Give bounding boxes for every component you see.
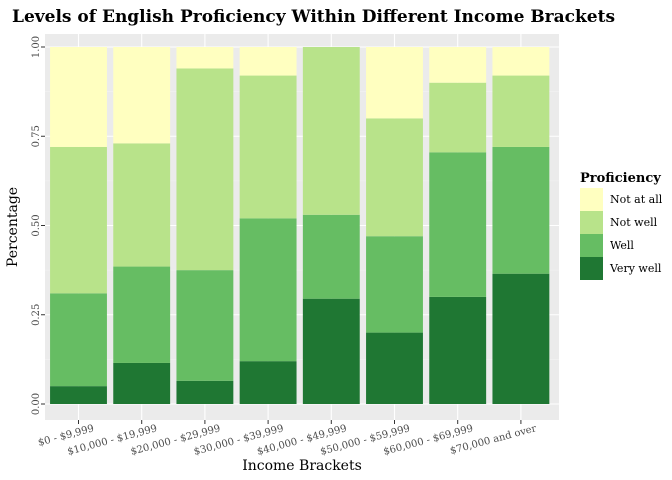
- bar-segment-well: [113, 266, 171, 363]
- y-tick-label: 0.75: [31, 125, 42, 147]
- bar-segment-well: [429, 152, 487, 297]
- chart-title: Levels of English Proficiency Within Dif…: [12, 7, 615, 27]
- bar-segment-well: [239, 218, 297, 362]
- bar-segment-not-well: [492, 75, 550, 147]
- bar-segment-not-well: [50, 146, 107, 294]
- legend-label: Not at all: [610, 193, 663, 206]
- y-axis: 0.00 0.25 0.50 0.75 1.00: [31, 36, 45, 415]
- bar-segment-not-well: [176, 68, 234, 271]
- bar-segment-very-well: [429, 296, 487, 404]
- bar-segment-well: [302, 214, 360, 299]
- bar-segment-well: [176, 270, 234, 381]
- x-axis: $0 - $9,999$10,000 - $19,999$20,000 - $2…: [37, 420, 538, 458]
- legend: Proficiency Not at all Not well Well Very w…: [580, 171, 663, 280]
- bar-segment-very-well: [176, 380, 234, 404]
- y-tick-label: 0.00: [31, 393, 42, 415]
- bar-segment-not-at-all: [366, 47, 423, 119]
- y-axis-title: Percentage: [5, 187, 21, 267]
- bar-segment-not-at-all: [50, 47, 107, 147]
- bar-segment-not-well: [302, 47, 360, 215]
- legend-key: [580, 211, 603, 234]
- y-tick-label: 1.00: [31, 36, 42, 58]
- bar-segment-not-well: [366, 118, 423, 237]
- bar-segment-not-at-all: [176, 47, 234, 69]
- legend-title: Proficiency: [580, 171, 661, 186]
- bar-segment-very-well: [50, 386, 107, 404]
- bar-segment-well: [492, 146, 550, 274]
- bar-segment-not-at-all: [113, 47, 171, 144]
- bars: [50, 47, 550, 404]
- bar-segment-not-well: [239, 75, 297, 219]
- bar-segment-very-well: [239, 361, 297, 404]
- x-axis-title: Income Brackets: [242, 458, 362, 474]
- bar-segment-well: [50, 293, 107, 387]
- legend-key: [580, 257, 603, 280]
- bar-segment-very-well: [113, 362, 171, 404]
- bar-segment-not-at-all: [429, 47, 487, 83]
- bar-segment-well: [366, 236, 423, 333]
- y-tick-label: 0.25: [31, 304, 42, 326]
- legend-key: [580, 188, 603, 211]
- bar-segment-very-well: [492, 273, 550, 404]
- bar-segment-very-well: [302, 298, 360, 404]
- bar-segment-not-at-all: [239, 47, 297, 76]
- bar-segment-very-well: [366, 332, 423, 404]
- legend-label: Not well: [610, 216, 658, 229]
- legend-label: Well: [610, 239, 634, 252]
- bar-segment-not-at-all: [492, 47, 550, 76]
- legend-key: [580, 234, 603, 257]
- bar-segment-not-well: [113, 143, 171, 267]
- bar-segment-not-well: [429, 82, 487, 153]
- legend-label: Very well: [609, 262, 662, 275]
- y-tick-label: 0.50: [31, 214, 42, 236]
